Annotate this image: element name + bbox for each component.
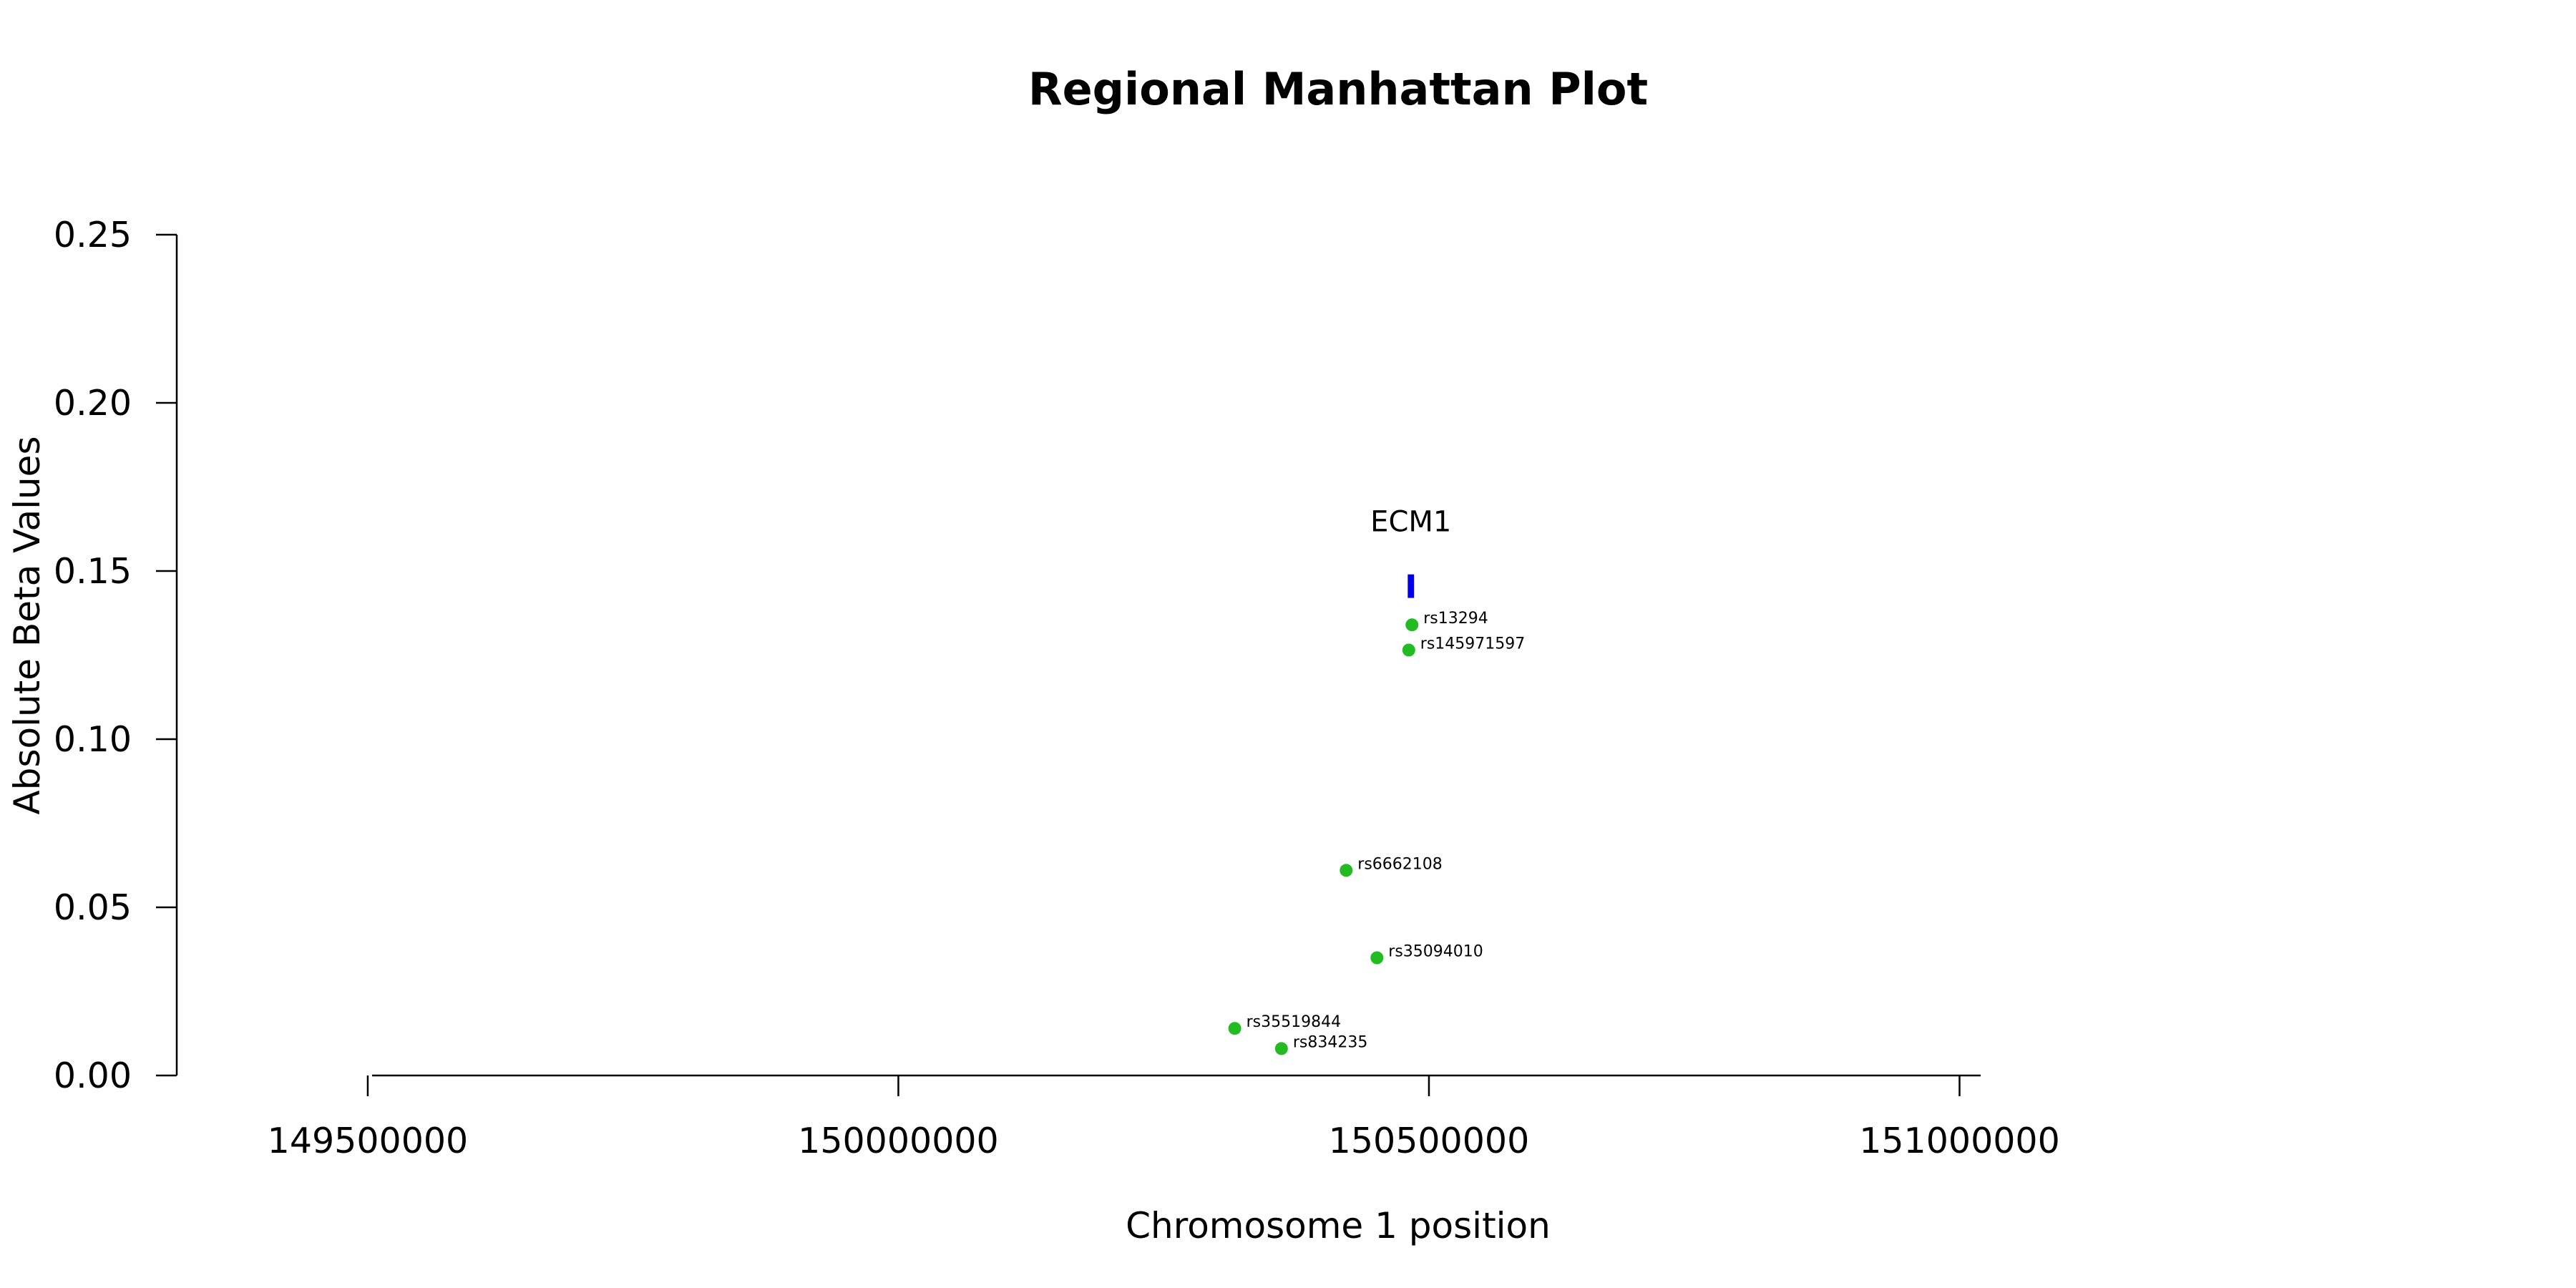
y-tick-label: 0.15: [54, 551, 132, 592]
x-axis: 149500000 150000000 150500000 151000000: [268, 1074, 2060, 1161]
x-tick-label: 150500000: [1329, 1121, 1530, 1161]
snp-label: rs834235: [1293, 1033, 1368, 1051]
y-tick-label: 0.00: [54, 1055, 132, 1096]
snp-label: rs145971597: [1420, 635, 1525, 653]
snp-label: rs13294: [1423, 610, 1488, 628]
snp-label: rs35094010: [1388, 943, 1483, 961]
y-axis-label: Absolute Beta Values: [6, 436, 48, 815]
snp-point: [1228, 1022, 1241, 1035]
y-axis: 0.00 0.05 0.10 0.15 0.20 0.25: [54, 215, 178, 1096]
snp-point: [1340, 864, 1353, 877]
snp-point: [1370, 951, 1384, 965]
snp-point: [1402, 643, 1415, 657]
gene-label: ECM1: [1370, 506, 1451, 539]
gene-bar: [1407, 574, 1415, 598]
y-tick-label: 0.25: [54, 215, 132, 255]
snp-label: rs6662108: [1357, 855, 1443, 873]
x-axis-label: Chromosome 1 position: [1126, 1205, 1551, 1246]
snp-points: rs13294 rs145971597 rs6662108 rs35094010 rs3…: [1228, 610, 1525, 1055]
y-tick-label: 0.10: [54, 719, 132, 760]
snp-point: [1274, 1042, 1288, 1055]
snp-label: rs35519844: [1246, 1013, 1341, 1031]
gene-track: ECM1: [1370, 506, 1451, 598]
y-tick-label: 0.05: [54, 887, 132, 928]
x-tick-label: 151000000: [1859, 1121, 2060, 1161]
chart-title: Regional Manhattan Plot: [1028, 63, 1648, 115]
y-tick-label: 0.20: [54, 383, 132, 424]
snp-point: [1405, 618, 1419, 632]
x-tick-label: 149500000: [268, 1121, 469, 1161]
x-tick-label: 150000000: [798, 1121, 999, 1161]
